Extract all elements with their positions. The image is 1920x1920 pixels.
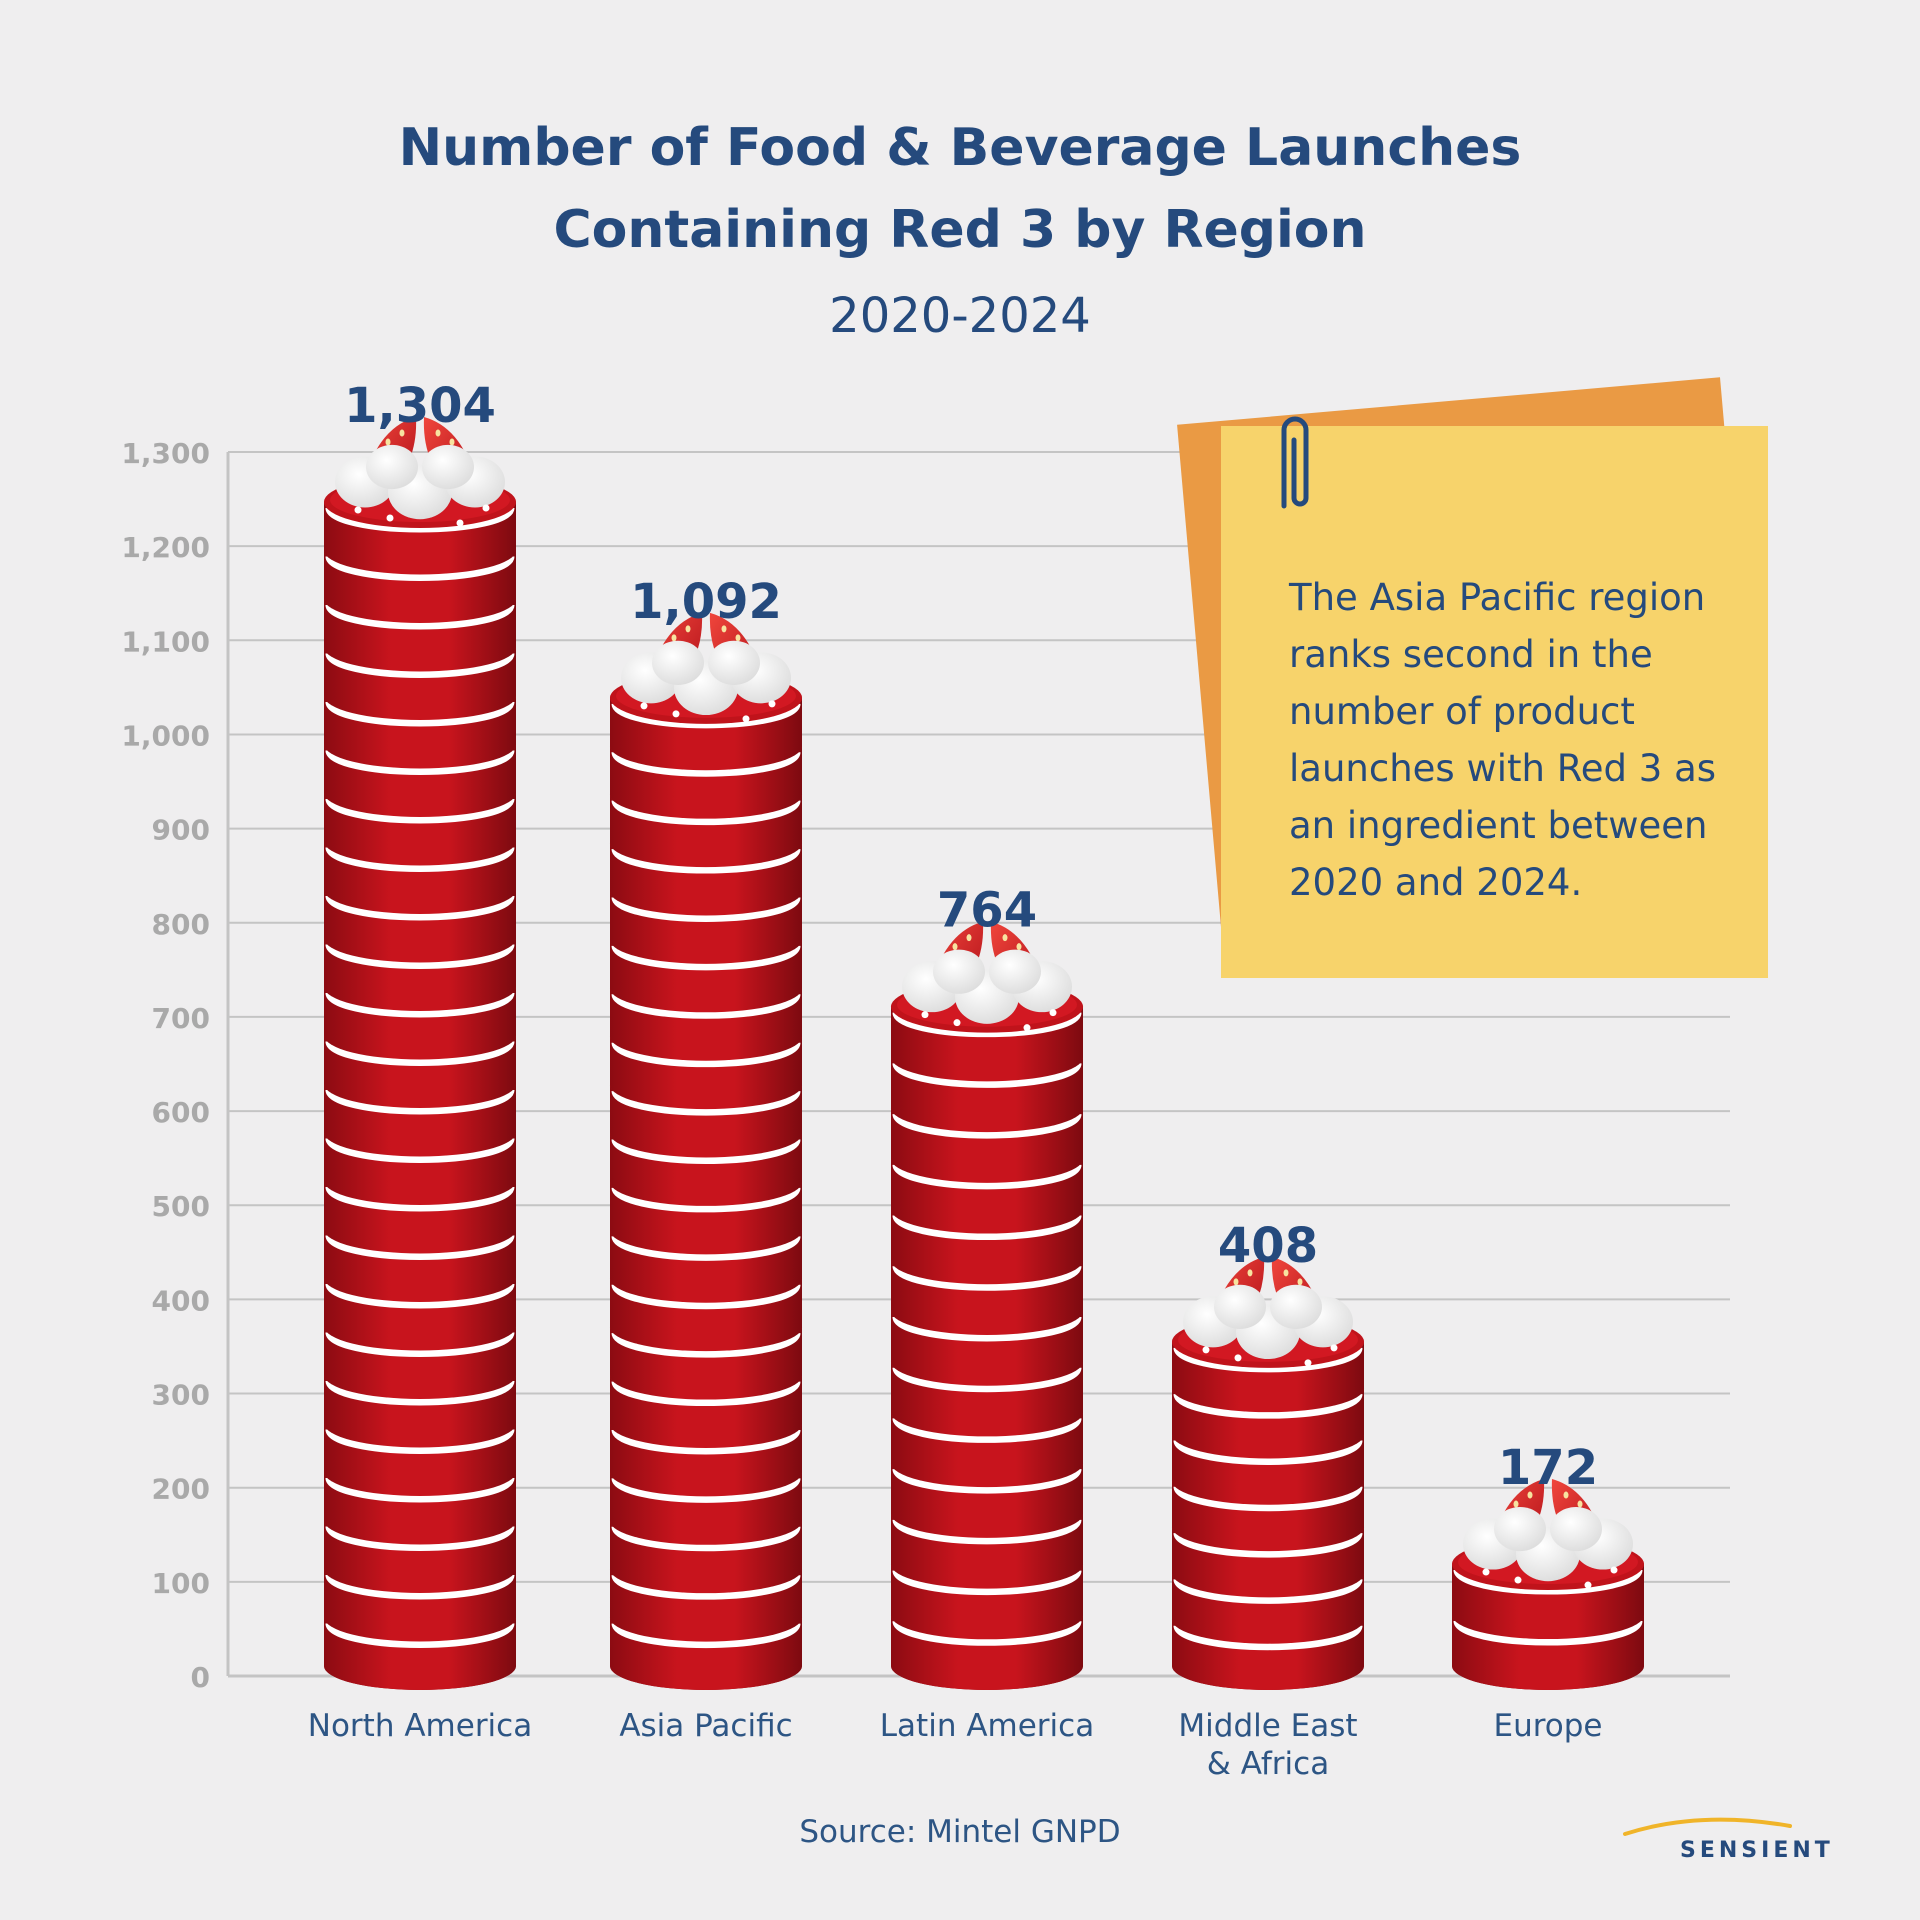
y-tick-label: 600: [152, 1096, 210, 1129]
y-tick-label: 1,100: [121, 625, 210, 658]
bars: [324, 417, 1644, 1690]
bar-latin-america: [891, 921, 1083, 1690]
y-tick-label: 700: [152, 1002, 210, 1035]
note-text: The Asia Pacific region ranks second in …: [1289, 576, 1717, 904]
y-tick-label: 500: [152, 1190, 210, 1223]
x-tick-label-line: Middle East: [1178, 1708, 1358, 1744]
y-tick-label: 100: [152, 1567, 210, 1600]
brand-logo: SENSIENT: [1620, 1808, 1850, 1868]
x-tick-label: Middle East & Africa: [1138, 1707, 1398, 1783]
y-tick-label: 1,000: [121, 719, 210, 752]
value-label: 408: [1218, 1218, 1318, 1274]
x-tick-label-line: Europe: [1493, 1708, 1603, 1744]
bar-europe: [1452, 1479, 1644, 1690]
brand-swoosh-icon: [1623, 1817, 1792, 1836]
x-tick-label: Europe: [1418, 1707, 1678, 1745]
x-tick-label-line: Latin America: [879, 1708, 1095, 1744]
x-tick-label-line: & Africa: [1206, 1746, 1330, 1782]
source-note: Source: Mintel GNPD: [799, 1814, 1121, 1850]
y-axis-ticks: 0 100 200 300 400 500 600 700 800 900 1,000 1,100 1,…: [121, 437, 210, 1694]
chart-title-line-1: Number of Food & Beverage Launches: [398, 118, 1522, 178]
y-tick-label: 1,200: [121, 531, 210, 564]
y-tick-label: 200: [152, 1473, 210, 1506]
bar-north-america: [324, 417, 516, 1690]
x-tick-label-line: North America: [307, 1708, 533, 1744]
value-label: 172: [1498, 1440, 1598, 1496]
value-label: 1,092: [630, 574, 782, 630]
x-tick-label: North America: [290, 1707, 550, 1745]
brand-name: SENSIENT: [1680, 1838, 1834, 1863]
y-tick-label: 300: [152, 1379, 210, 1412]
chart-subtitle: 2020-2024: [829, 288, 1091, 344]
chart-title-line-2: Containing Red 3 by Region: [553, 200, 1367, 260]
x-tick-label: Latin America: [857, 1707, 1117, 1745]
y-tick-label: 0: [191, 1661, 210, 1694]
x-tick-label: Asia Pacific: [576, 1707, 836, 1745]
value-label: 764: [937, 883, 1037, 939]
sticky-note: The Asia Pacific region ranks second in …: [1221, 426, 1768, 978]
y-tick-label: 900: [152, 814, 210, 847]
paperclip-icon: [1281, 416, 1309, 509]
x-tick-label-line: Asia Pacific: [619, 1708, 793, 1744]
y-tick-label: 400: [152, 1284, 210, 1317]
value-label: 1,304: [344, 378, 496, 434]
y-tick-label: 800: [152, 908, 210, 941]
y-tick-label: 1,300: [121, 437, 210, 470]
value-labels: 1,304 1,092 764 408 172: [344, 378, 1598, 1496]
bar-asia-pacific: [610, 612, 802, 1690]
bar-middle-east-africa: [1172, 1256, 1364, 1690]
